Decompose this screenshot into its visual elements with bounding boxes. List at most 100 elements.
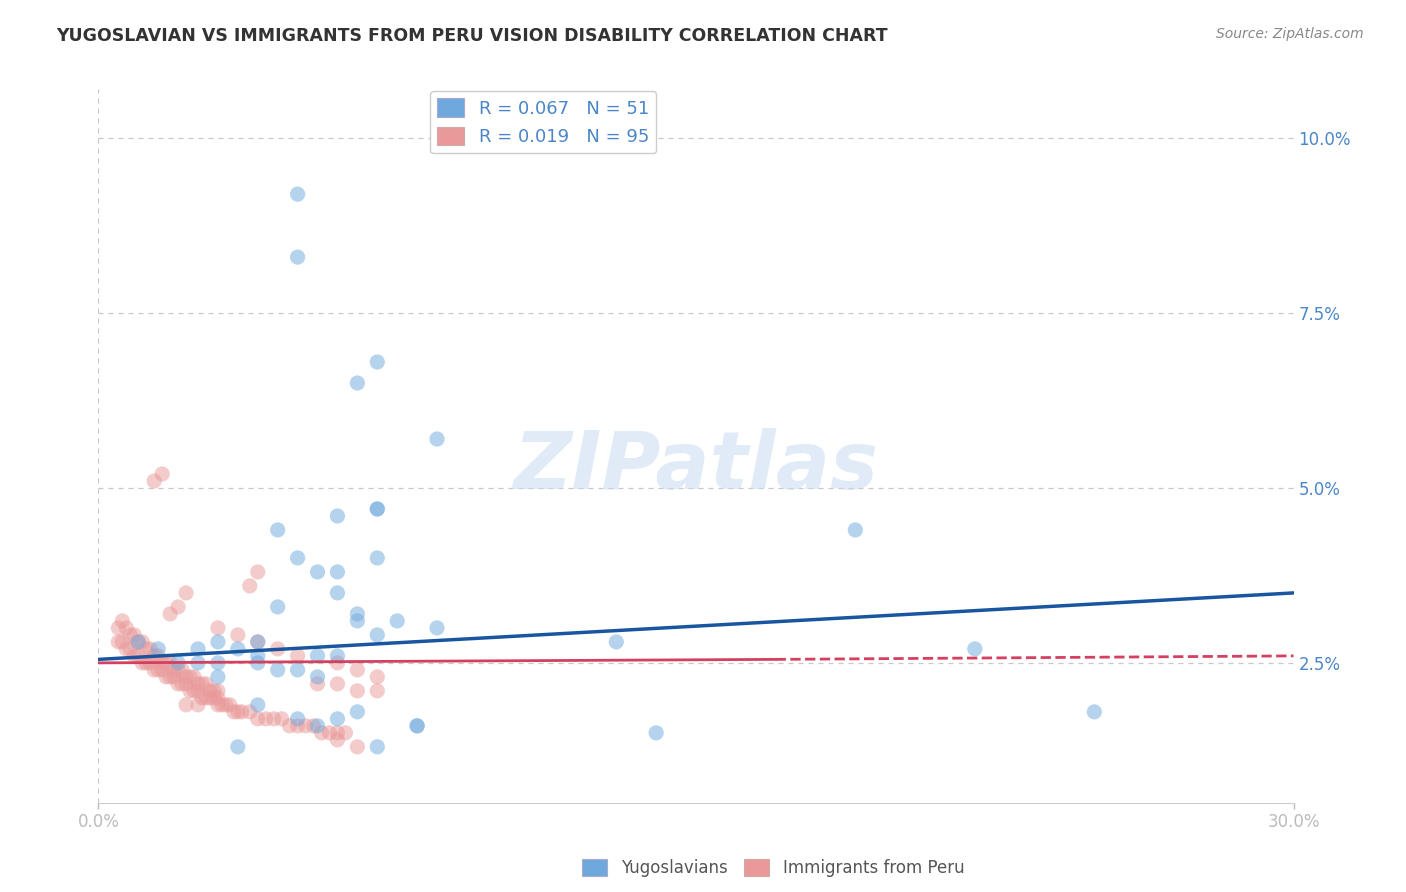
- Point: [207, 698, 229, 712]
- Point: [426, 621, 449, 635]
- Point: [346, 739, 368, 754]
- Point: [246, 635, 269, 649]
- Point: [226, 705, 249, 719]
- Point: [270, 712, 292, 726]
- Point: [346, 663, 368, 677]
- Point: [207, 684, 229, 698]
- Point: [111, 614, 134, 628]
- Legend: Yugoslavians, Immigrants from Peru: Yugoslavians, Immigrants from Peru: [576, 852, 970, 884]
- Point: [207, 670, 229, 684]
- Point: [143, 663, 166, 677]
- Point: [287, 719, 309, 733]
- Point: [267, 599, 290, 614]
- Point: [172, 663, 194, 677]
- Point: [124, 648, 146, 663]
- Point: [127, 635, 149, 649]
- Text: Source: ZipAtlas.com: Source: ZipAtlas.com: [1216, 27, 1364, 41]
- Point: [107, 621, 129, 635]
- Point: [326, 732, 349, 747]
- Point: [287, 250, 309, 264]
- Point: [202, 684, 225, 698]
- Point: [844, 523, 866, 537]
- Point: [174, 677, 197, 691]
- Point: [287, 648, 309, 663]
- Point: [267, 663, 290, 677]
- Point: [302, 719, 325, 733]
- Point: [307, 677, 329, 691]
- Point: [124, 628, 146, 642]
- Point: [311, 726, 333, 740]
- Point: [167, 656, 190, 670]
- Point: [267, 641, 290, 656]
- Point: [159, 607, 181, 621]
- Point: [143, 474, 166, 488]
- Point: [267, 523, 290, 537]
- Point: [239, 579, 262, 593]
- Point: [131, 635, 153, 649]
- Point: [307, 648, 329, 663]
- Point: [150, 656, 173, 670]
- Point: [366, 628, 388, 642]
- Point: [326, 677, 349, 691]
- Point: [174, 586, 197, 600]
- Point: [366, 739, 388, 754]
- Point: [139, 641, 162, 656]
- Point: [198, 690, 221, 705]
- Point: [226, 628, 249, 642]
- Point: [150, 663, 173, 677]
- Point: [346, 684, 368, 698]
- Point: [294, 719, 316, 733]
- Point: [287, 712, 309, 726]
- Point: [115, 641, 138, 656]
- Point: [207, 635, 229, 649]
- Point: [207, 621, 229, 635]
- Point: [326, 648, 349, 663]
- Point: [187, 698, 209, 712]
- Point: [179, 670, 201, 684]
- Point: [326, 586, 349, 600]
- Point: [148, 663, 170, 677]
- Point: [202, 690, 225, 705]
- Point: [222, 705, 245, 719]
- Point: [326, 712, 349, 726]
- Point: [366, 355, 388, 369]
- Point: [159, 656, 181, 670]
- Point: [115, 621, 138, 635]
- Point: [287, 550, 309, 565]
- Point: [207, 656, 229, 670]
- Point: [307, 565, 329, 579]
- Point: [246, 648, 269, 663]
- Point: [366, 670, 388, 684]
- Point: [183, 670, 205, 684]
- Point: [150, 467, 173, 481]
- Point: [366, 502, 388, 516]
- Point: [346, 607, 368, 621]
- Point: [135, 641, 157, 656]
- Point: [127, 648, 149, 663]
- Point: [246, 565, 269, 579]
- Point: [155, 656, 177, 670]
- Point: [366, 502, 388, 516]
- Point: [307, 670, 329, 684]
- Point: [246, 698, 269, 712]
- Legend: R = 0.067   N = 51, R = 0.019   N = 95: R = 0.067 N = 51, R = 0.019 N = 95: [430, 91, 657, 153]
- Point: [120, 628, 142, 642]
- Point: [326, 508, 349, 523]
- Point: [287, 187, 309, 202]
- Point: [207, 690, 229, 705]
- Point: [605, 635, 627, 649]
- Point: [163, 670, 186, 684]
- Point: [346, 614, 368, 628]
- Point: [163, 663, 186, 677]
- Point: [187, 656, 209, 670]
- Point: [645, 726, 668, 740]
- Point: [307, 719, 329, 733]
- Point: [226, 739, 249, 754]
- Point: [198, 684, 221, 698]
- Point: [406, 719, 429, 733]
- Point: [335, 726, 357, 740]
- Point: [246, 656, 269, 670]
- Point: [426, 432, 449, 446]
- Point: [219, 698, 242, 712]
- Point: [191, 690, 214, 705]
